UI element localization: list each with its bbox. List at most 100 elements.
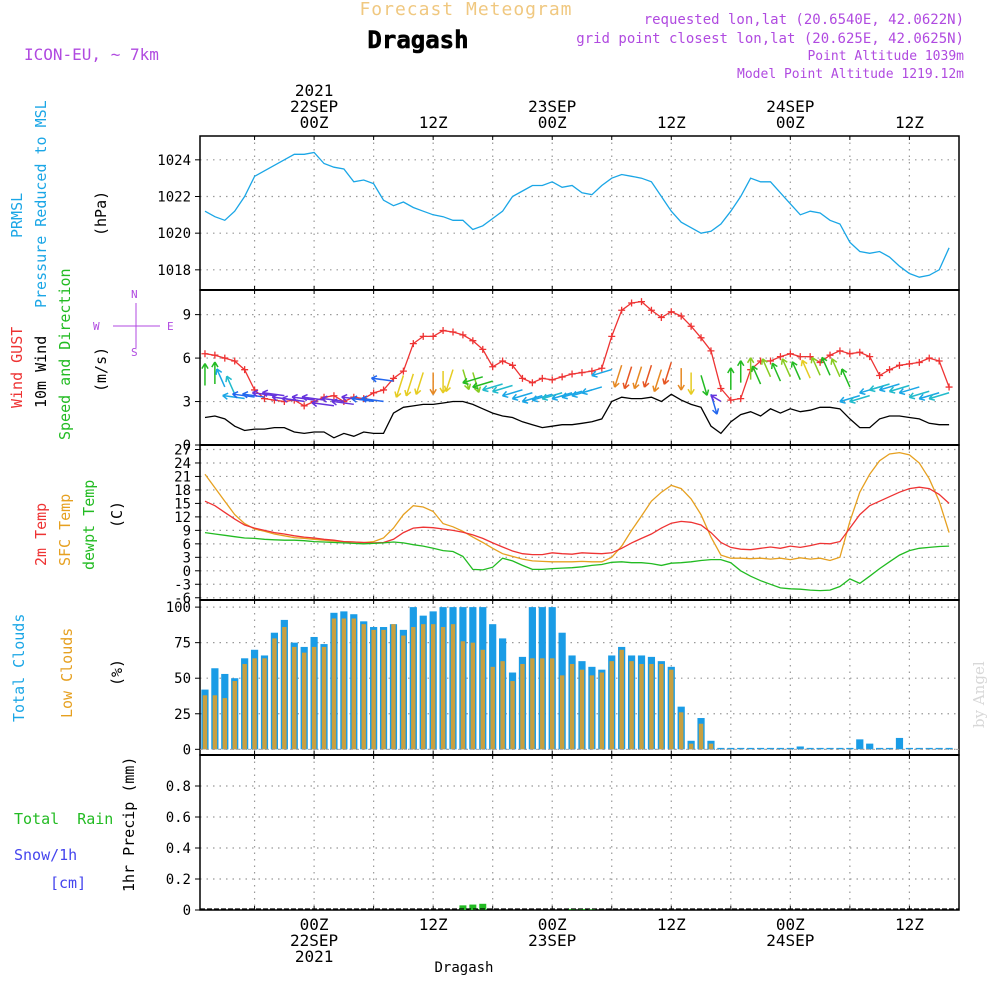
model-altitude: Model Point Altitude 1219.12m <box>737 67 964 82</box>
y-tick-label: 1020 <box>157 226 191 242</box>
low-cloud-bar <box>639 663 644 750</box>
y-tick-label: 6 <box>183 351 191 367</box>
2m-temp-line <box>204 486 950 556</box>
wind-arrow <box>371 375 394 383</box>
low-cloud-bar <box>212 695 218 750</box>
wind-arrow <box>581 386 603 396</box>
y-tick-label: 3 <box>183 550 191 566</box>
low-cloud-bar <box>222 698 228 750</box>
wind-label-dir: Speed and Direction <box>56 268 74 440</box>
total-cloud-bar <box>756 747 765 750</box>
total-cloud-bar <box>727 747 735 750</box>
wind-arrow <box>632 366 643 390</box>
top-time-label: 12Z <box>895 113 924 132</box>
wind-arrow <box>261 389 285 397</box>
compass-east: E <box>167 320 174 333</box>
wind-arrow <box>888 384 910 394</box>
gust-marker <box>826 351 834 359</box>
wind-arrow <box>541 392 563 401</box>
temp-label-dewpt: dewpt Temp <box>80 480 98 570</box>
cloud-labels: Total Clouds Low Clouds (%) <box>10 614 126 722</box>
total-cloud-bar <box>816 747 824 750</box>
low-cloud-bar <box>490 666 495 750</box>
wind-arrow <box>622 366 633 390</box>
bottom-time-label: 12Z <box>895 915 924 934</box>
total-cloud-bar <box>796 746 804 750</box>
wind-arrow <box>662 362 672 385</box>
pressure-labels: PRMSL Pressure Reduced to MSL (hPa) <box>8 100 110 308</box>
pressure-label-prmsl: PRMSL <box>8 193 26 238</box>
wind-unit: (m/s) <box>92 347 110 392</box>
y-tick-label: 24 <box>174 456 191 472</box>
low-cloud-bar <box>282 627 287 750</box>
compass-west: W <box>93 320 100 333</box>
wind-arrow <box>311 399 335 408</box>
wind-arrow <box>652 369 663 393</box>
wind-arrow <box>710 394 722 403</box>
wind-arrow <box>531 393 553 403</box>
wind-arrow <box>839 394 860 404</box>
top-time-label: 22SEP <box>290 97 338 116</box>
y-tick-label: 3 <box>183 395 191 411</box>
wind-arrow <box>331 398 354 406</box>
gust-marker <box>866 353 874 361</box>
wind-arrow <box>746 357 755 380</box>
gust-marker <box>459 331 467 339</box>
top-time-label: 2021 <box>295 81 334 100</box>
temp-labels: 2m Temp SFC Temp dewpt Temp (C) <box>32 480 126 570</box>
footer-location: Dragash <box>434 960 493 976</box>
y-tick-label: 0 <box>183 438 191 454</box>
low-cloud-bar <box>361 624 366 750</box>
rain-bar <box>479 903 487 910</box>
y-tick-label: 6 <box>183 537 191 553</box>
gust-marker <box>876 371 884 379</box>
gust-marker <box>489 363 497 371</box>
wind-arrow <box>521 394 543 404</box>
y-tick-label: 1022 <box>157 190 191 206</box>
y-tick-label: 25 <box>174 707 191 723</box>
panel-precip: 0 0.2 0.4 0.6 0.8 <box>166 754 960 919</box>
low-cloud-bar <box>371 629 376 750</box>
gust-marker <box>727 396 735 404</box>
gust-marker <box>231 357 239 365</box>
gust-marker <box>399 367 407 375</box>
compass-north: N <box>131 288 138 301</box>
pressure-unit: (hPa) <box>92 191 110 236</box>
panel-pressure: 1018 1020 1022 1024 <box>157 135 960 291</box>
gust-marker <box>419 332 427 340</box>
bottom-time-label: 00Z <box>538 915 567 934</box>
total-cloud-bar <box>737 747 745 750</box>
gust-marker <box>330 392 338 400</box>
gust-marker <box>737 395 745 403</box>
wind-arrow <box>394 375 405 398</box>
y-tick-label: 27 <box>174 442 191 458</box>
wind-arrow <box>591 368 612 378</box>
low-cloud-bar <box>579 669 585 750</box>
wind-arrow <box>551 392 573 401</box>
low-cloud-bar <box>321 646 327 750</box>
low-cloud-bar <box>421 624 426 750</box>
y-tick-label: 0.4 <box>166 841 191 857</box>
gust-marker <box>618 306 626 314</box>
precip-label-snow: Snow/1h <box>14 846 77 864</box>
rain-bar <box>459 905 467 910</box>
y-tick-label: 100 <box>166 600 191 616</box>
y-tick-label: -6 <box>174 591 191 607</box>
bottom-time-label: 00Z <box>776 915 805 934</box>
gust-marker <box>856 348 864 356</box>
low-cloud-bar <box>242 663 247 750</box>
y-tick-label: 15 <box>174 496 191 512</box>
wind-arrow <box>242 391 265 399</box>
compass-south: S <box>131 346 138 359</box>
y-tick-label: 0 <box>183 903 191 919</box>
wind-arrow <box>736 360 745 383</box>
y-tick-label: 0.6 <box>166 810 191 826</box>
low-cloud-bar <box>678 712 684 750</box>
top-time-label: 12Z <box>657 113 686 132</box>
total-cloud-bar <box>925 747 933 750</box>
cloud-label-total: Total Clouds <box>10 614 28 722</box>
